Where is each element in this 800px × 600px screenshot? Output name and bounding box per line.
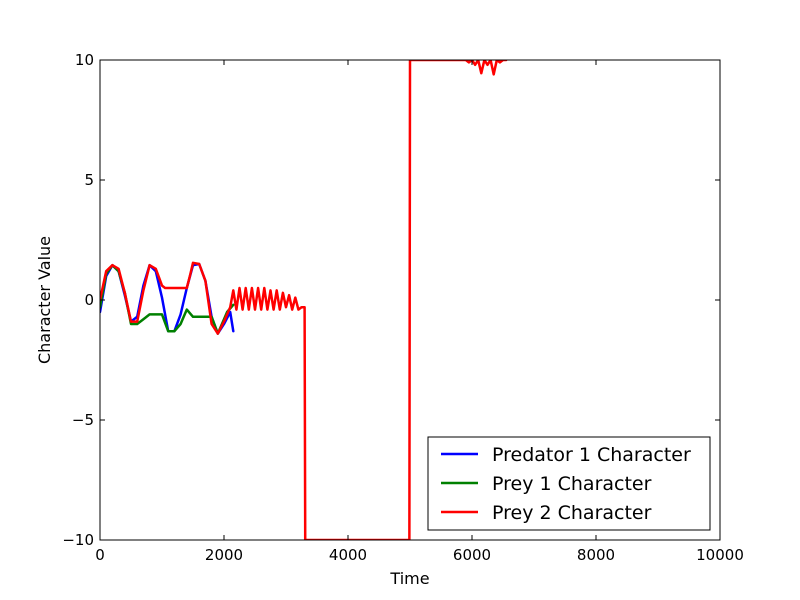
y-tick-label: 10	[75, 51, 94, 69]
y-tick-label: 5	[84, 171, 94, 189]
legend-label-1: Predator 1 Character	[492, 444, 691, 466]
legend-label-3: Prey 2 Character	[492, 502, 652, 524]
x-tick-label: 4000	[329, 546, 367, 564]
x-tick-label: 0	[95, 546, 105, 564]
x-tick-label: 8000	[577, 546, 615, 564]
series-line-3	[100, 60, 508, 540]
series-layer	[100, 60, 508, 540]
y-tick-label: −10	[62, 531, 94, 549]
y-axis-label: Character Value	[35, 236, 54, 364]
x-axis-label: Time	[389, 569, 429, 588]
x-tick-label: 2000	[205, 546, 243, 564]
y-tick-label: −5	[72, 411, 94, 429]
ticks-layer: 0 2000 4000 6000 8000 10000 −10 −5 0 5 10	[62, 51, 744, 564]
legend-label-2: Prey 1 Character	[492, 473, 652, 495]
y-tick-label: 0	[84, 291, 94, 309]
legend: Predator 1 Character Prey 1 Character Prey…	[427, 436, 711, 531]
x-tick-label: 10000	[696, 546, 744, 564]
x-tick-label: 6000	[453, 546, 491, 564]
